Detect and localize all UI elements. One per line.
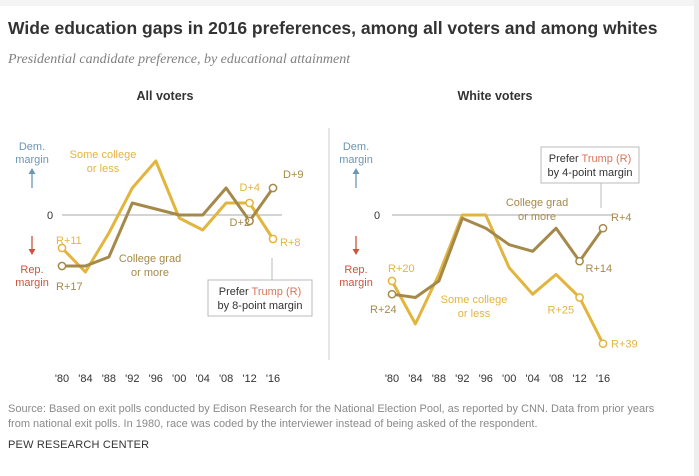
callout-text: by 4-point margin [548,167,633,179]
x-tick-label: '80 [385,373,399,385]
x-tick-label: '00 [172,373,186,385]
zero-label: 0 [374,210,380,222]
x-tick-label: '08 [549,373,563,385]
data-point-marker [268,234,278,244]
series-label-college-grad: or more [131,267,169,279]
x-tick-label: '88 [432,373,446,385]
series-label-college-grad: College grad [119,253,181,265]
data-value-label: R+4 [611,212,632,224]
series-label-some-college: or less [87,163,120,175]
data-value-label: D+9 [283,169,304,181]
x-tick-label: '08 [219,373,233,385]
x-tick-label: '92 [455,373,469,385]
data-value-label: R+20 [388,263,415,275]
rep-arrow-icon [352,249,360,255]
series-label-some-college: Some college [441,294,508,306]
data-value-label: R+24 [370,304,397,316]
series-label-college-grad: or more [518,211,556,223]
series-line-some-college [390,213,605,346]
chart-title: Wide education gaps in 2016 preferences,… [8,18,658,38]
data-point-marker [575,256,584,266]
series-line-college-grad [390,216,605,299]
data-value-label: D+2 [230,217,251,229]
data-point-marker [598,339,608,349]
data-point-marker [268,183,278,193]
brand-logo-text: PEW RESEARCH CENTER [8,439,150,451]
series-label-some-college: Some college [70,149,137,161]
dem-arrow-icon [352,168,360,174]
dem-arrow-icon [28,168,36,174]
data-point-marker [57,261,67,271]
data-value-label: R+39 [611,339,638,351]
data-point-marker [245,198,254,208]
rep-margin-label: Rep. [20,264,43,276]
callout-text: Prefer Trump (R) [549,153,632,165]
zero-label: 0 [47,210,53,222]
x-tick-label: '80 [55,373,69,385]
callout-box [207,279,313,317]
right-border [694,0,699,476]
chart-area: All voters0Dem.marginRep.margin'80'84'88… [15,89,640,385]
source-note: Source: Based on exit polls conducted by… [8,403,655,430]
x-tick-label: '96 [479,373,493,385]
top-border [0,0,699,6]
x-tick-label: '84 [408,373,422,385]
data-point-marker [387,289,397,299]
data-point-marker [598,223,608,233]
rep-margin-label: margin [339,277,373,289]
series-label-college-grad: College grad [506,197,568,209]
x-tick-label: '92 [125,373,139,385]
rep-arrow-icon [28,249,36,255]
data-value-label: R+14 [586,263,613,275]
chart-subtitle: Presidential candidate preference, by ed… [8,52,351,67]
x-tick-label: '12 [572,373,586,385]
callout-box [540,146,640,184]
data-value-label: D+4 [240,182,260,194]
data-value-label: R+11 [56,235,82,247]
dem-margin-label: margin [339,154,373,166]
x-tick-label: '12 [242,373,256,385]
data-value-label: R+25 [548,305,575,317]
callout-text: by 8-point margin [218,300,303,312]
dem-margin-label: Dem. [343,141,369,153]
x-tick-label: '16 [266,373,280,385]
rep-margin-label: Rep. [344,264,367,276]
rep-margin-label: margin [15,277,49,289]
data-value-label: R+8 [280,237,301,249]
data-point-marker [57,243,67,253]
data-point-marker [387,276,397,286]
x-tick-label: '00 [502,373,516,385]
x-tick-label: '04 [525,373,539,385]
x-tick-label: '84 [78,373,92,385]
panel-title: White voters [457,89,532,103]
x-tick-label: '96 [149,373,163,385]
series-label-some-college: or less [458,308,491,320]
x-tick-label: '16 [596,373,610,385]
data-point-marker [245,216,254,226]
panel-title: All voters [137,89,194,103]
data-value-label: R+17 [56,281,83,293]
x-tick-label: '88 [102,373,116,385]
data-point-marker [575,293,584,302]
dem-margin-label: Dem. [19,141,45,153]
x-tick-label: '04 [195,373,209,385]
series-line-college-grad [60,186,275,268]
callout-text: Prefer Trump (R) [219,286,302,298]
dem-margin-label: margin [15,154,49,166]
